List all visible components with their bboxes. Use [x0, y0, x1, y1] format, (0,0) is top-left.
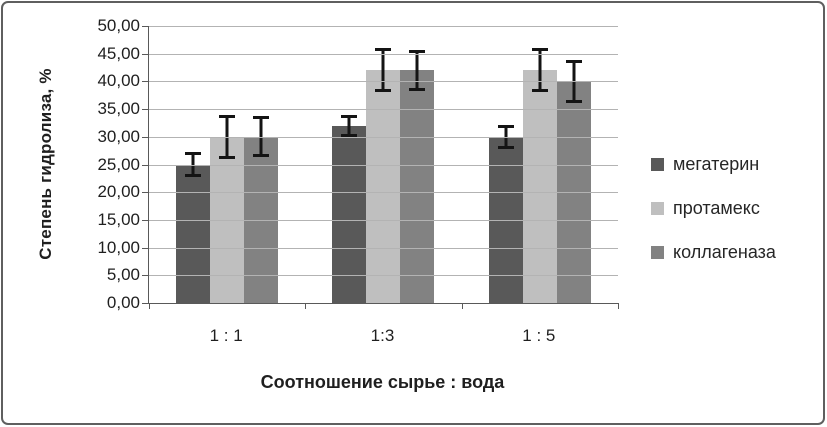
y-axis-tick-label: 45,00	[97, 44, 140, 63]
error-bar-cap-bot	[565, 99, 582, 103]
y-axis-tick	[142, 109, 149, 110]
x-axis-tick	[462, 303, 463, 309]
y-axis-tick	[142, 248, 149, 249]
bar-slot	[176, 26, 211, 303]
error-bar-stem	[538, 48, 542, 93]
error-bar-cap-bot	[219, 155, 236, 159]
error-bar-stem	[504, 124, 508, 149]
gridline	[149, 109, 618, 110]
error-bar-stem	[225, 114, 229, 159]
error-bar	[409, 49, 426, 91]
y-axis-tick-label: 40,00	[97, 71, 140, 90]
error-bar-cap-bot	[185, 173, 202, 177]
error-bar	[531, 48, 548, 93]
y-axis-tick	[142, 81, 149, 82]
error-bar	[341, 114, 358, 137]
bar-протамекс	[522, 70, 557, 303]
y-axis-tick	[142, 54, 149, 55]
y-axis-tick-label: 0,00	[106, 293, 140, 312]
legend-item-коллагеназа: коллагеназа	[651, 238, 776, 266]
legend: мегатерин протамекс коллагеназа	[651, 150, 776, 282]
y-axis-tick	[142, 26, 149, 27]
y-axis-tick-label: 30,00	[97, 127, 140, 146]
error-bar	[219, 114, 236, 159]
x-axis-tick	[305, 303, 306, 309]
legend-swatch-icon	[651, 245, 664, 259]
x-axis-tick-labels: 1 : 1 1:3 1 : 5	[148, 326, 617, 346]
bar-мегатерин	[332, 125, 367, 303]
legend-swatch-icon	[651, 201, 664, 215]
gridline	[149, 26, 618, 27]
error-bar-cap-bot	[531, 89, 548, 93]
y-axis-tick-label: 20,00	[97, 182, 140, 201]
x-axis-title: Соотношение сырье : вода	[260, 372, 505, 392]
y-axis-tick-labels: 50,00 45,00 40,00 35,00 30,00 25,00 20,00 15,00…	[58, 16, 140, 312]
y-axis-tick	[142, 275, 149, 276]
error-bar-stem	[191, 152, 195, 177]
legend-item-мегатерин: мегатерин	[651, 150, 776, 178]
x-axis-tick	[618, 303, 619, 309]
gridline	[149, 220, 618, 221]
y-axis-tick-label: 15,00	[97, 210, 140, 229]
y-axis-tick	[142, 165, 149, 166]
plot-area	[142, 26, 619, 309]
legend-label: протамекс	[673, 197, 760, 218]
x-axis-tick-label: 1:3	[370, 326, 395, 345]
x-axis-tick-label: 1 : 5	[522, 326, 556, 345]
error-bar-stem	[415, 49, 419, 91]
y-axis-tick-label: 25,00	[97, 155, 140, 174]
gridline	[149, 275, 618, 276]
bar-протамекс	[366, 70, 401, 303]
error-bar-stem	[347, 114, 351, 137]
legend-label: мегатерин	[673, 153, 760, 174]
error-bar-cap-bot	[253, 154, 270, 158]
gridline	[149, 165, 618, 166]
x-axis-tick-label: 1 : 1	[209, 326, 243, 345]
legend-label: коллагеназа	[673, 241, 776, 262]
bar-slot	[332, 26, 367, 303]
y-axis-tick	[142, 220, 149, 221]
y-axis-tick-label: 10,00	[97, 238, 140, 257]
error-bar-stem	[259, 116, 263, 158]
error-bar-cap-bot	[375, 89, 392, 93]
legend-swatch-icon	[651, 157, 664, 171]
error-bar	[185, 152, 202, 177]
error-bar-cap-bot	[341, 133, 358, 137]
bar-мегатерин	[176, 164, 211, 303]
y-axis-tick-label: 50,00	[97, 16, 140, 35]
x-axis-tick	[149, 303, 150, 309]
error-bar	[375, 48, 392, 93]
bar-коллагеназа	[400, 70, 435, 303]
legend-item-протамекс: протамекс	[651, 194, 776, 222]
error-bar-cap-bot	[497, 145, 514, 149]
gridline	[149, 81, 618, 82]
gridline	[149, 137, 618, 138]
y-axis-title: Степень гидролиза, %	[36, 68, 55, 260]
gridline	[149, 54, 618, 55]
y-axis-tick	[142, 192, 149, 193]
y-axis-tick-label: 5,00	[106, 265, 140, 284]
error-bar	[253, 116, 270, 158]
y-axis-tick	[142, 303, 149, 304]
error-bar-stem	[381, 48, 385, 93]
y-axis-tick	[142, 137, 149, 138]
gridline	[149, 248, 618, 249]
gridline	[149, 192, 618, 193]
error-bar	[497, 124, 514, 149]
y-axis-tick-label: 35,00	[97, 99, 140, 118]
error-bar-cap-bot	[409, 87, 426, 91]
